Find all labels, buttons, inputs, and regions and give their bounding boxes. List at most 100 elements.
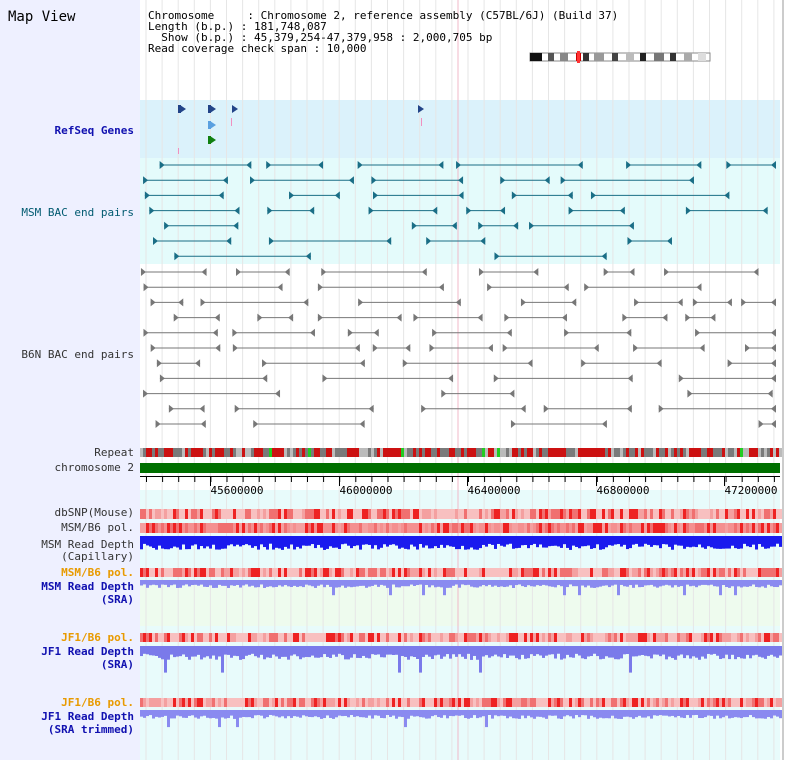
b6n-bac-end-marker[interactable] [214, 313, 220, 322]
msm-bac-end-marker[interactable] [619, 206, 625, 215]
msm-bac-end-marker[interactable] [726, 161, 732, 169]
b6n-bac-end-marker[interactable] [633, 344, 639, 352]
b6n-bac-end-marker[interactable] [506, 328, 512, 337]
b6n-bac-end-marker[interactable] [429, 344, 435, 352]
track-label-b6n-bac[interactable]: B6N BAC end pairs [21, 348, 134, 361]
b6n-bac-end-marker[interactable] [262, 374, 268, 383]
b6n-bac-end-marker[interactable] [396, 313, 402, 322]
b6n-bac-end-marker[interactable] [504, 313, 510, 322]
b6n-bac-end-marker[interactable] [662, 313, 668, 322]
msm-bac-end-marker[interactable] [466, 206, 472, 215]
msm-bac-end-marker[interactable] [601, 252, 607, 261]
msm-bac-end-marker[interactable] [318, 161, 324, 169]
track-label-repeat[interactable]: Repeat [94, 446, 134, 459]
msm-bac-end-marker[interactable] [432, 206, 438, 215]
refseq-gene-marker[interactable] [210, 105, 216, 113]
b6n-bac-end-marker[interactable] [262, 359, 268, 368]
msm-bac-end-marker[interactable] [666, 237, 672, 245]
b6n-bac-end-marker[interactable] [629, 268, 635, 276]
track-label-msm-pol1[interactable]: MSM/B6 pol. [61, 521, 134, 534]
msm-bac-end-marker[interactable] [626, 161, 632, 169]
b6n-bac-end-marker[interactable] [767, 389, 773, 398]
msm-bac-end-marker[interactable] [305, 252, 311, 261]
b6n-bac-end-marker[interactable] [493, 374, 499, 383]
msm-bac-end-marker[interactable] [371, 176, 377, 185]
b6n-bac-end-marker[interactable] [581, 359, 587, 368]
b6n-bac-end-marker[interactable] [520, 298, 526, 307]
b6n-bac-end-marker[interactable] [678, 374, 684, 383]
b6n-bac-end-marker[interactable] [502, 344, 508, 352]
b6n-bac-end-marker[interactable] [533, 268, 539, 276]
b6n-bac-end-marker[interactable] [359, 420, 365, 428]
refseq-gene-body[interactable] [208, 121, 211, 129]
msm-bac-end-marker[interactable] [309, 206, 315, 215]
refseq-gene-marker[interactable] [210, 136, 216, 144]
b6n-bac-end-marker[interactable] [753, 268, 759, 276]
b6n-bac-end-marker[interactable] [634, 298, 640, 307]
track-label-msm-depth-cap-1[interactable]: MSM Read Depth [41, 538, 134, 551]
b6n-bac-end-marker[interactable] [402, 359, 408, 368]
msm-bac-end-marker[interactable] [411, 221, 417, 230]
track-label-jf1-pol2[interactable]: JF1/B6 pol. [61, 696, 134, 709]
msm-bac-end-marker[interactable] [233, 221, 239, 230]
b6n-bac-end-marker[interactable] [200, 420, 206, 428]
b6n-bac-end-marker[interactable] [509, 389, 515, 398]
msm-bac-end-marker[interactable] [334, 191, 340, 200]
b6n-bac-end-marker[interactable] [253, 420, 259, 428]
b6n-bac-end-marker[interactable] [510, 420, 516, 428]
b6n-bac-end-marker[interactable] [758, 420, 764, 428]
refseq-gene-marker[interactable] [210, 121, 216, 129]
msm-bac-end-marker[interactable] [771, 161, 776, 169]
msm-bac-end-marker[interactable] [544, 176, 550, 185]
msm-bac-end-marker[interactable] [577, 161, 583, 169]
msm-bac-end-marker[interactable] [246, 161, 252, 169]
msm-bac-end-marker[interactable] [451, 221, 457, 230]
msm-bac-end-marker[interactable] [234, 206, 240, 215]
msm-bac-end-marker[interactable] [159, 161, 165, 169]
msm-bac-end-marker[interactable] [174, 252, 180, 261]
b6n-bac-end-marker[interactable] [477, 313, 483, 322]
b6n-bac-end-marker[interactable] [234, 404, 240, 413]
b6n-bac-end-marker[interactable] [321, 268, 327, 276]
track-label-refseq[interactable]: RefSeq Genes [54, 124, 134, 137]
b6n-bac-end-marker[interactable] [277, 283, 283, 292]
b6n-bac-end-marker[interactable] [309, 328, 315, 337]
b6n-bac-end-marker[interactable] [143, 283, 149, 292]
b6n-bac-end-marker[interactable] [438, 283, 444, 292]
msm-bac-end-marker[interactable] [426, 237, 432, 245]
b6n-bac-end-marker[interactable] [771, 298, 776, 307]
b6n-bac-end-marker[interactable] [173, 313, 179, 322]
b6n-bac-end-marker[interactable] [696, 283, 702, 292]
b6n-bac-end-marker[interactable] [347, 328, 353, 337]
track-label-msm-bac[interactable]: MSM BAC end pairs [21, 206, 134, 219]
msm-bac-end-marker[interactable] [696, 161, 702, 169]
msm-bac-end-marker[interactable] [627, 237, 633, 245]
b6n-bac-end-marker[interactable] [603, 268, 609, 276]
msm-bac-end-marker[interactable] [628, 221, 634, 230]
b6n-bac-end-marker[interactable] [771, 344, 776, 352]
b6n-bac-end-marker[interactable] [593, 344, 599, 352]
b6n-bac-end-marker[interactable] [771, 420, 776, 428]
b6n-bac-end-marker[interactable] [664, 268, 670, 276]
b6n-bac-end-marker[interactable] [527, 359, 533, 368]
msm-bac-end-marker[interactable] [590, 191, 596, 200]
msm-bac-end-marker[interactable] [250, 176, 256, 185]
b6n-bac-end-marker[interactable] [432, 328, 438, 337]
msm-bac-end-marker[interactable] [267, 206, 273, 215]
msm-bac-end-marker[interactable] [456, 161, 462, 169]
b6n-bac-end-marker[interactable] [405, 344, 411, 352]
msm-bac-end-marker[interactable] [149, 206, 155, 215]
b6n-bac-end-marker[interactable] [317, 313, 323, 322]
b6n-bac-end-marker[interactable] [656, 359, 662, 368]
msm-bac-end-marker[interactable] [386, 237, 392, 245]
b6n-bac-end-marker[interactable] [421, 404, 427, 413]
msm-bac-end-marker[interactable] [164, 221, 170, 230]
b6n-bac-end-marker[interactable] [771, 359, 776, 368]
b6n-bac-end-marker[interactable] [155, 420, 161, 428]
msm-bac-end-marker[interactable] [458, 176, 464, 185]
msm-bac-end-marker[interactable] [529, 221, 535, 230]
msm-bac-end-marker[interactable] [372, 191, 378, 200]
b6n-bac-end-marker[interactable] [199, 404, 205, 413]
b6n-bac-end-marker[interactable] [626, 328, 632, 337]
b6n-bac-end-marker[interactable] [543, 404, 549, 413]
